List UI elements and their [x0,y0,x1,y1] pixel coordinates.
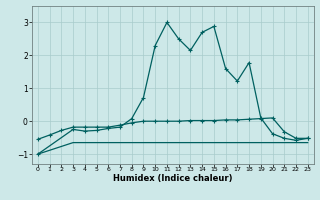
X-axis label: Humidex (Indice chaleur): Humidex (Indice chaleur) [113,174,233,183]
